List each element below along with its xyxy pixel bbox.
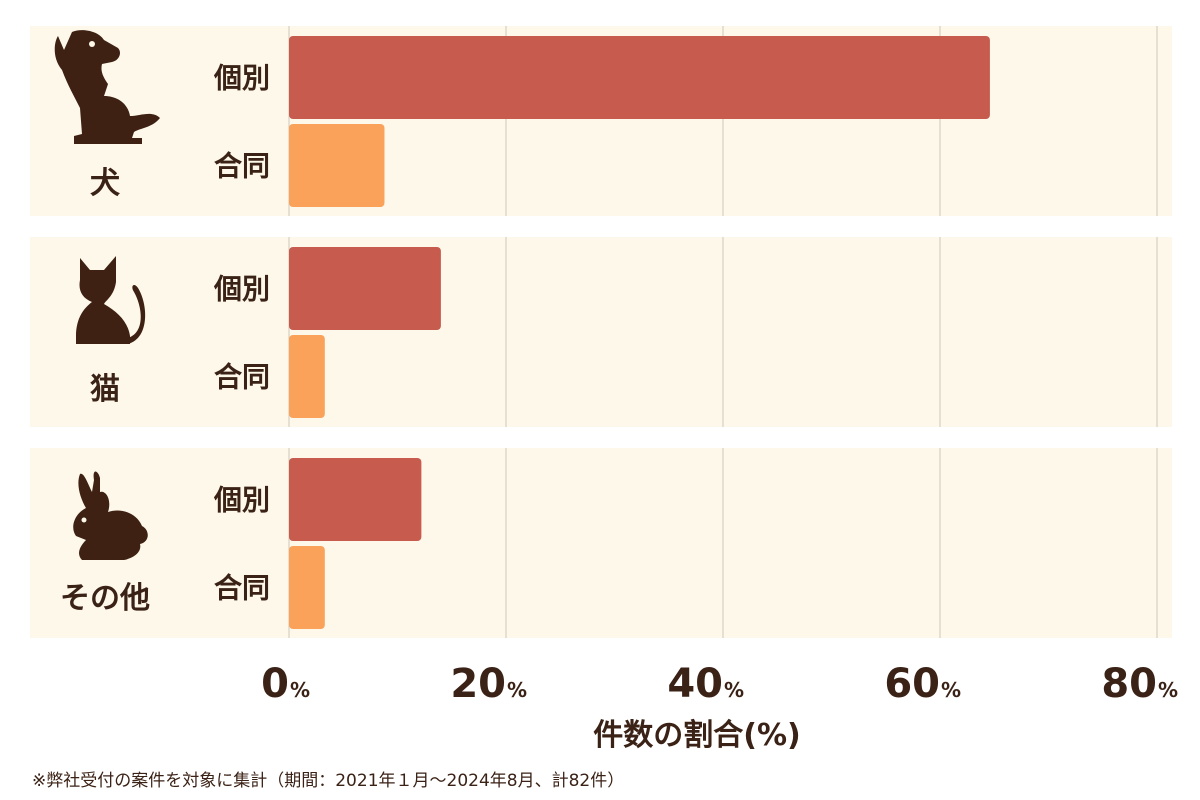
series-label: 合同 [214,361,270,394]
x-tick-unit: % [290,678,310,702]
category-label: 猫 [90,372,120,407]
series-label: 個別 [213,484,270,517]
x-axis-title: 件数の割合(%) [593,718,800,753]
x-tick-label: 80 [1101,661,1157,707]
x-tick-unit: % [724,678,744,702]
group-background [30,448,1172,638]
footnote: ※弊社受付の案件を対象に集計（期間：2021年１月〜2024年8月、計82件） [32,771,625,791]
cat-icon [76,256,146,344]
bar-kobetsu [289,458,422,541]
x-tick-unit: % [941,678,961,702]
series-label: 個別 [213,62,270,95]
rabbit-icon [73,471,148,560]
series-label: 個別 [213,273,270,306]
x-tick-unit: % [1158,678,1178,702]
series-label: 合同 [214,572,270,605]
category-label: 犬 [90,166,120,201]
bar-kobetsu [289,36,990,119]
x-tick-label: 40 [667,661,723,707]
category-label: その他 [60,581,150,616]
x-tick-unit: % [507,678,527,702]
dog-icon [54,30,160,144]
bar-goudou [289,546,325,629]
x-tick-label: 0 [261,661,289,707]
x-tick-label: 60 [884,661,940,707]
bar-goudou [289,124,385,207]
bar-goudou [289,335,325,418]
bar-kobetsu [289,247,441,330]
group-background [30,237,1172,427]
series-label: 合同 [214,150,270,183]
x-tick-label: 20 [450,661,506,707]
